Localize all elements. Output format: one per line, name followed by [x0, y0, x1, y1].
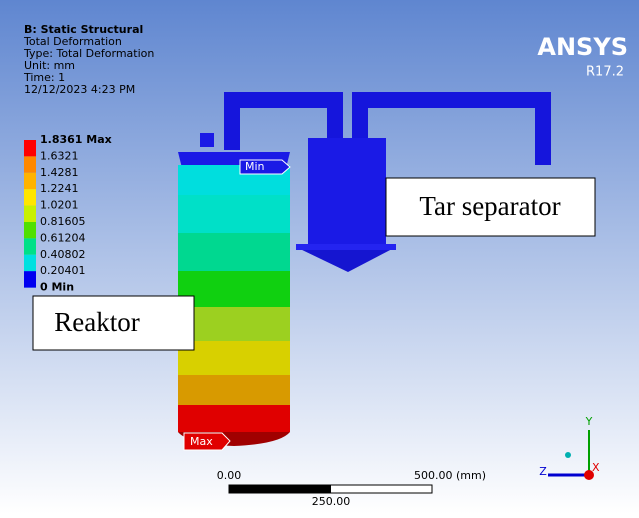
legend-swatch: [24, 238, 36, 254]
reactor-model: [178, 133, 290, 446]
logo-version: R17.2: [586, 65, 624, 80]
tar-separator-model: [296, 138, 396, 272]
legend-label: 1.2241: [40, 182, 79, 195]
max-tag: Max: [184, 433, 230, 450]
scale-left: 0.00: [217, 469, 242, 482]
legend-label: 1.8361 Max: [40, 133, 112, 146]
legend-swatch: [24, 140, 36, 156]
legend-swatch: [24, 222, 36, 238]
legend-swatch: [24, 271, 36, 287]
separator-annotation: Tar separator: [419, 191, 560, 221]
legend-swatch: [24, 189, 36, 205]
scale-middle: 250.00: [312, 495, 351, 508]
legend-label: 0.61204: [40, 231, 86, 244]
scale-right: 500.00 (mm): [414, 469, 486, 482]
reactor-annotation: Reaktor: [54, 307, 139, 337]
min-label: Min: [245, 160, 265, 173]
min-tag: Min: [240, 160, 290, 174]
legend-swatch: [24, 206, 36, 222]
legend-label: 0.20401: [40, 264, 86, 277]
triad-x: X: [592, 461, 600, 474]
legend-swatch: [24, 255, 36, 271]
legend-swatch: [24, 156, 36, 172]
header-line: 12/12/2023 4:23 PM: [24, 83, 135, 96]
triad-y: Y: [585, 415, 593, 428]
viewport: B: Static StructuralTotal DeformationTyp…: [0, 0, 639, 514]
logo: ANSYS: [537, 33, 628, 61]
max-label: Max: [190, 435, 213, 448]
legend-swatch: [24, 173, 36, 189]
legend-label: 0.40802: [40, 248, 86, 261]
legend-label: 1.4281: [40, 166, 79, 179]
triad-z: Z: [539, 465, 547, 478]
legend-label: 1.0201: [40, 199, 79, 212]
legend-label: 1.6321: [40, 149, 79, 162]
legend-label: 0.81605: [40, 215, 86, 228]
legend-label: 0 Min: [40, 281, 74, 294]
